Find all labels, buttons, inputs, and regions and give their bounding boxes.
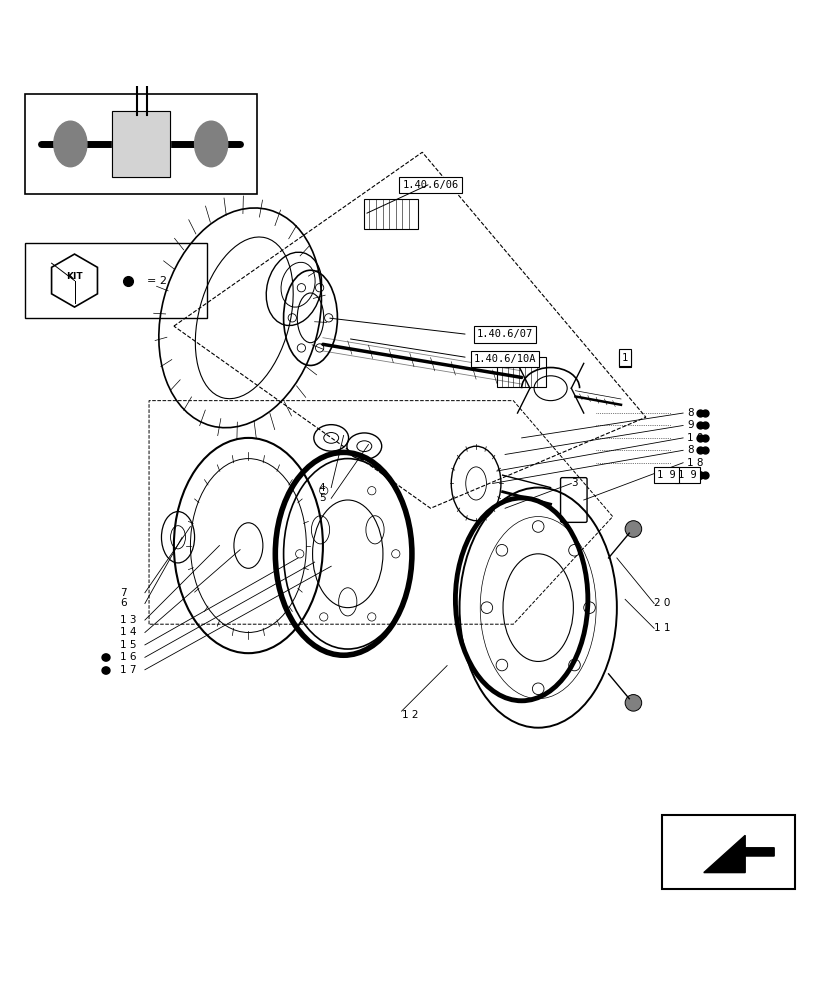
Bar (25, 94, 256, 194)
Bar (112, 111, 170, 177)
Text: 1 1: 1 1 (653, 623, 670, 633)
Bar (496, 357, 546, 387)
Bar (112, 111, 170, 177)
Text: 1 3: 1 3 (120, 615, 136, 625)
Text: 8: 8 (686, 445, 693, 455)
Text: 1.40.6/10A: 1.40.6/10A (473, 354, 536, 364)
Text: 8: 8 (686, 408, 693, 418)
Text: 1 0: 1 0 (686, 433, 703, 443)
Text: 9: 9 (686, 420, 693, 430)
Text: = 2: = 2 (147, 276, 167, 286)
Ellipse shape (194, 121, 227, 167)
Text: 7: 7 (120, 588, 127, 598)
Bar (25, 243, 207, 318)
Text: 1: 1 (621, 353, 628, 363)
Ellipse shape (54, 121, 87, 167)
Text: 1 5: 1 5 (120, 640, 136, 650)
Bar (662, 815, 794, 889)
Polygon shape (703, 835, 773, 873)
Text: 1: 1 (621, 354, 628, 364)
Text: 1 8: 1 8 (686, 458, 703, 468)
Text: 1 9: 1 9 (657, 470, 675, 480)
Text: 3: 3 (571, 478, 577, 488)
Text: 5: 5 (318, 493, 325, 503)
Text: KIT: KIT (66, 272, 83, 281)
Text: 2 0: 2 0 (653, 598, 670, 608)
Text: 1.40.6/06: 1.40.6/06 (402, 180, 458, 190)
Bar (364, 199, 418, 229)
Circle shape (624, 521, 641, 537)
Circle shape (624, 695, 641, 711)
Text: 1 9: 1 9 (677, 470, 696, 480)
Text: 1.40.6/07: 1.40.6/07 (476, 329, 533, 339)
Text: 1 4: 1 4 (120, 627, 136, 637)
Text: 6: 6 (120, 598, 127, 608)
Text: 1 2: 1 2 (401, 710, 418, 720)
Text: 1 7: 1 7 (120, 665, 136, 675)
Text: 1 6: 1 6 (120, 652, 136, 662)
Text: 4: 4 (318, 483, 325, 493)
